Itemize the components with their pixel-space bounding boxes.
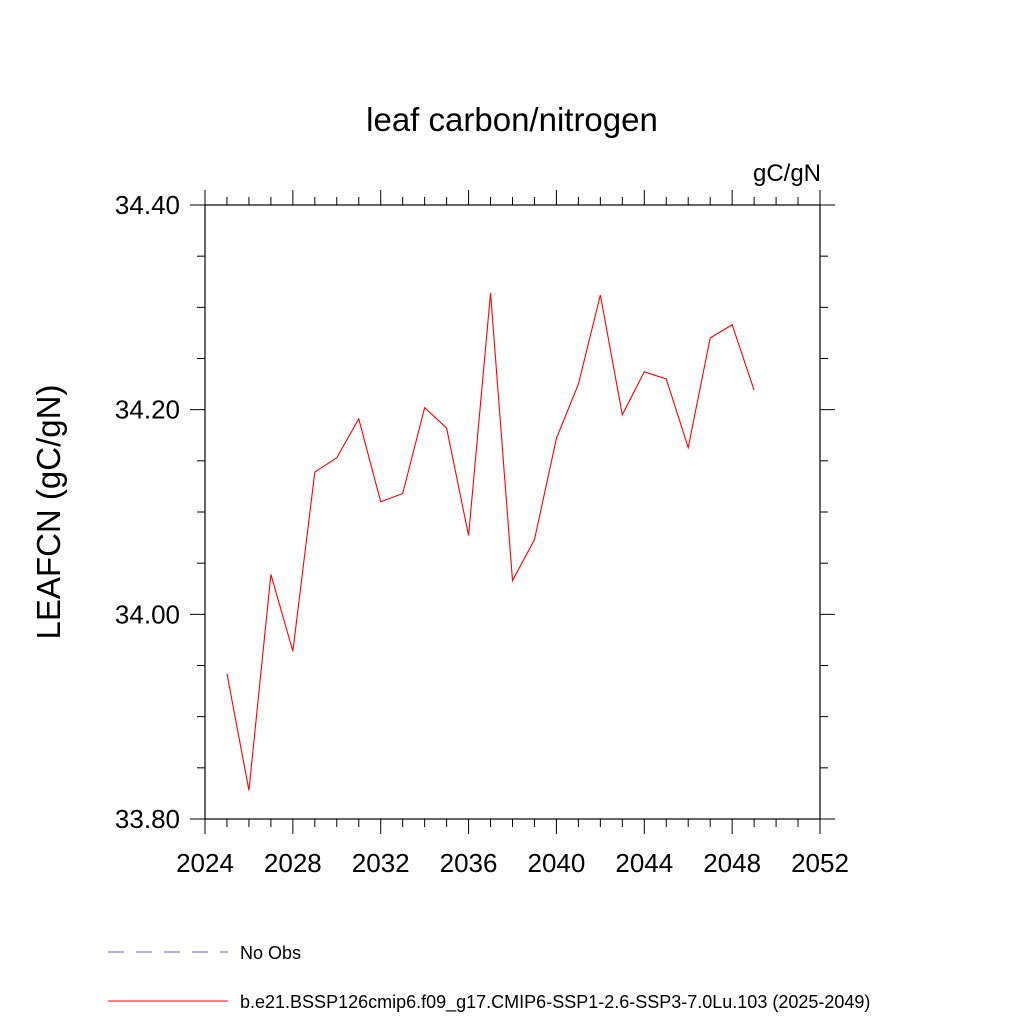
data-point [753, 389, 756, 392]
data-point [731, 323, 734, 326]
data-point [467, 534, 470, 537]
data-point [577, 383, 580, 386]
data-point [291, 650, 294, 653]
x-tick-label: 2044 [615, 848, 673, 878]
data-point [643, 370, 646, 373]
data-point [555, 437, 558, 440]
y-tick-label: 34.20 [115, 395, 180, 425]
plot-frame [204, 204, 821, 820]
legend-label: b.e21.BSSP126cmip6.f09_g17.CMIP6-SSP1-2.… [240, 992, 870, 1013]
data-point [423, 406, 426, 409]
units-label: gC/gN [753, 160, 821, 187]
data-point [489, 292, 492, 295]
x-tick-label: 2040 [528, 848, 586, 878]
data-point [379, 500, 382, 503]
data-point [687, 446, 690, 449]
y-tick-label: 33.80 [115, 804, 180, 834]
data-point [401, 492, 404, 495]
legend-label: No Obs [240, 943, 301, 963]
data-point [335, 456, 338, 459]
x-tick-labels: 2024 2028 2032 2036 2040 2044 2048 2052 [176, 848, 849, 878]
data-point [621, 413, 624, 416]
axis-ticks [190, 190, 835, 834]
y-tick-labels: 33.80 34.00 34.20 34.40 [115, 190, 180, 834]
data-point [248, 789, 251, 792]
x-tick-label: 2028 [264, 848, 322, 878]
x-tick-label: 2036 [440, 848, 498, 878]
y-tick-label: 34.00 [115, 599, 180, 629]
data-point [313, 471, 316, 474]
series-layer [226, 292, 756, 792]
legend: No Obs b.e21.BSSP126cmip6.f09_g17.CMIP6-S… [108, 943, 870, 1013]
x-tick-label: 2048 [703, 848, 761, 878]
data-point [533, 538, 536, 541]
data-point [665, 378, 668, 381]
data-point [269, 573, 272, 576]
data-point [511, 579, 514, 582]
series-line [226, 292, 755, 791]
data-point [445, 427, 448, 430]
data-point [226, 672, 229, 675]
data-point [357, 417, 360, 420]
y-tick-label: 34.40 [115, 190, 180, 220]
x-tick-label: 2032 [352, 848, 410, 878]
data-point [709, 337, 712, 340]
x-tick-label: 2052 [791, 848, 849, 878]
data-point [599, 294, 602, 297]
x-tick-label: 2024 [176, 848, 234, 878]
y-axis-label: LEAFCN (gC/gN) [30, 385, 67, 640]
chart-title: leaf carbon/nitrogen [366, 101, 658, 138]
